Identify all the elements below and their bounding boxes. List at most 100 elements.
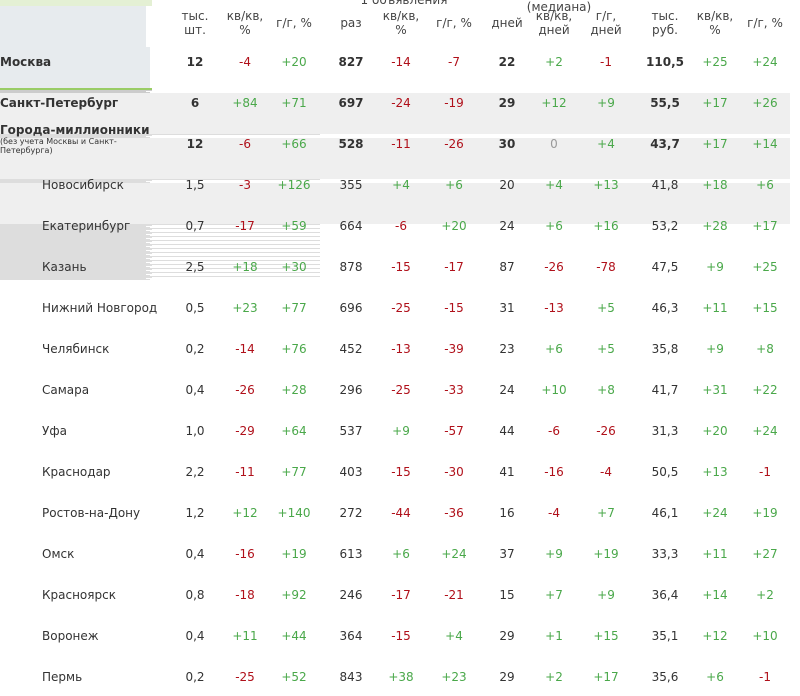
cell: +92 [281, 587, 307, 602]
city-name: Новосибирск [42, 177, 124, 192]
row-rule [0, 225, 152, 226]
cell: 87 [499, 259, 515, 274]
row-rule [0, 268, 320, 269]
city-name: Омск [42, 546, 75, 561]
cell: +38 [388, 669, 414, 684]
cell: +18 [702, 177, 728, 192]
cell: -17 [444, 259, 464, 274]
cell: +17 [752, 218, 778, 233]
cell: 1,0 [185, 423, 205, 438]
column-header: кв/кв, дней [535, 8, 573, 37]
cell: 12 [186, 54, 204, 69]
group-title: 1 объявления [360, 0, 448, 7]
cell: -13 [544, 300, 564, 315]
cell: 613 [339, 546, 363, 561]
cell: +25 [752, 259, 778, 274]
city-name: Ростов-на-Дону [42, 505, 141, 520]
cell: +4 [445, 628, 463, 643]
row-rule [0, 226, 146, 227]
cell: +44 [281, 628, 307, 643]
column-header: дней [491, 15, 523, 30]
city-name: Челябинск [42, 341, 110, 356]
city-name: Города-миллионники [0, 123, 150, 137]
cell: 15 [499, 587, 515, 602]
row-band [0, 93, 790, 134]
row-rule [0, 238, 146, 239]
cell: -6 [239, 136, 251, 151]
row-rule [0, 269, 152, 270]
city-name: Нижний Новгород [42, 300, 158, 315]
cell: +31 [702, 382, 728, 397]
cell: -7 [448, 54, 460, 69]
cell: -19 [444, 95, 464, 110]
row-rule [0, 243, 150, 244]
row-rule [0, 260, 320, 261]
row-rule [0, 264, 320, 265]
row-rule [0, 182, 150, 183]
row-rule [0, 245, 152, 246]
row-rule [0, 179, 320, 180]
city-name: Москва [0, 54, 52, 69]
cell: -15 [391, 464, 411, 479]
cell: 843 [339, 669, 363, 684]
cell: +12 [702, 628, 728, 643]
city-name: Уфа [42, 423, 67, 438]
row-band [0, 138, 790, 179]
row-rule [0, 273, 152, 274]
cell: 33,3 [651, 546, 679, 561]
cell: +27 [752, 546, 778, 561]
cell: +9 [392, 423, 410, 438]
row-rule [0, 231, 150, 232]
row-rule [0, 254, 146, 255]
cell: +2 [545, 669, 563, 684]
cell: +14 [752, 136, 778, 151]
header-band [0, 47, 150, 88]
cell: 29 [499, 669, 515, 684]
cell: -4 [600, 464, 612, 479]
cell: -13 [391, 341, 411, 356]
cell: 2,2 [185, 464, 205, 479]
cell: -16 [544, 464, 564, 479]
cell: +11 [702, 300, 728, 315]
cell: +23 [232, 300, 258, 315]
row-rule [0, 271, 150, 272]
cell: -15 [391, 628, 411, 643]
row-rule [0, 252, 320, 253]
cell: -25 [391, 300, 411, 315]
cell: +20 [441, 218, 467, 233]
row-rule [0, 242, 146, 243]
row-rule [0, 253, 152, 254]
cell: 29 [499, 628, 515, 643]
cell: 246 [339, 587, 363, 602]
row-rule [0, 278, 146, 279]
cell: +17 [702, 95, 728, 110]
city-name: Воронеж [42, 628, 99, 643]
cell: 12 [186, 136, 204, 151]
cell: 0,4 [185, 546, 205, 561]
cell: 272 [339, 505, 363, 520]
cell: 24 [499, 218, 515, 233]
row-rule [0, 251, 150, 252]
cell: 22 [498, 54, 516, 69]
row-rule [0, 239, 150, 240]
cell: +6 [706, 669, 724, 684]
header-rule [0, 91, 146, 92]
cell: +14 [702, 587, 728, 602]
cell: +6 [756, 177, 774, 192]
cell: +5 [597, 300, 615, 315]
cell: 6 [190, 95, 200, 110]
cell: +28 [702, 218, 728, 233]
cell: +2 [545, 54, 563, 69]
cell: 35,6 [651, 669, 679, 684]
header-rule [0, 90, 152, 91]
cell: +2 [756, 587, 774, 602]
row-rule [0, 228, 320, 229]
cell: +6 [545, 218, 563, 233]
cell: +84 [232, 95, 258, 110]
column-header: г/г, % [436, 15, 472, 30]
cell: -26 [596, 423, 616, 438]
cell: 2,5 [185, 259, 205, 274]
cell: +9 [545, 546, 563, 561]
cell: +23 [441, 669, 467, 684]
cell: +13 [702, 464, 728, 479]
